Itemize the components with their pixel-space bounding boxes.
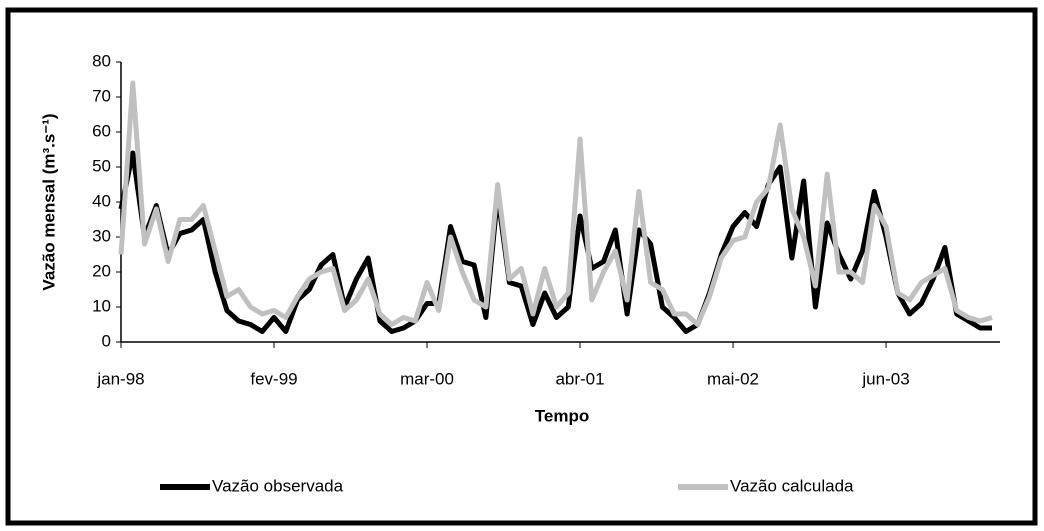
y-tick-label: 30 bbox=[92, 226, 111, 245]
x-tick-label: jan-98 bbox=[96, 369, 144, 388]
series-line bbox=[118, 80, 993, 327]
y-tick-label: 20 bbox=[92, 261, 111, 280]
y-axis-label: Vazão mensal (m³.s⁻¹) bbox=[39, 113, 58, 290]
legend-label: Vazão calculada bbox=[730, 476, 854, 495]
y-tick-label: 80 bbox=[92, 51, 111, 70]
legend-label: Vazão observada bbox=[212, 476, 344, 495]
x-tick-label: jun-03 bbox=[861, 369, 909, 388]
x-tick-label: abr-01 bbox=[555, 369, 604, 388]
x-axis-label: Tempo bbox=[535, 406, 589, 425]
y-tick-label: 50 bbox=[92, 156, 111, 175]
x-tick-label: mar-00 bbox=[400, 369, 454, 388]
x-tick-label: mai-02 bbox=[707, 369, 759, 388]
y-tick-label: 10 bbox=[92, 296, 111, 315]
y-tick-label: 60 bbox=[92, 121, 111, 140]
x-tick-label: fev-99 bbox=[250, 369, 297, 388]
y-tick-label: 40 bbox=[92, 191, 111, 210]
y-tick-label: 70 bbox=[92, 86, 111, 105]
y-tick-label: 0 bbox=[102, 331, 111, 350]
